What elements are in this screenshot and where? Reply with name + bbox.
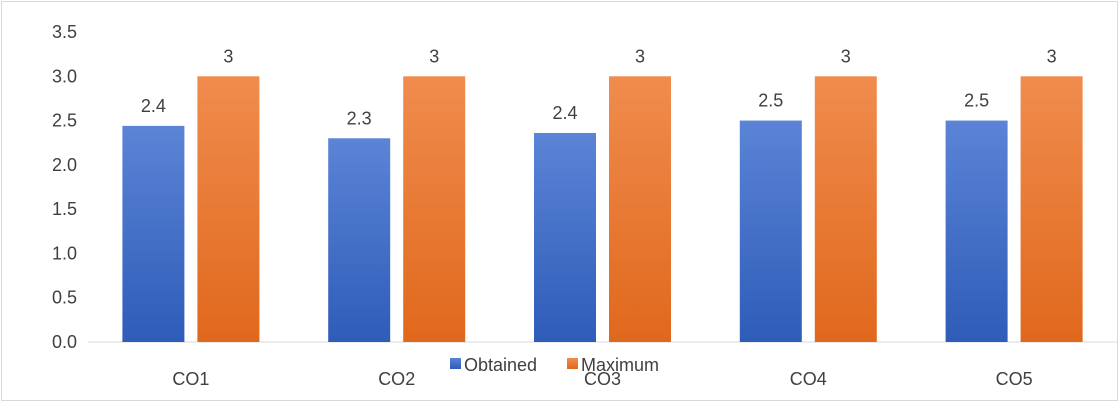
bar-maximum-co3: [609, 76, 671, 343]
bar-obtained-co5: [945, 120, 1008, 342]
data-label: 3: [635, 46, 645, 66]
x-axis: CO1 CO2 CO3 CO4 CO5: [88, 341, 1117, 389]
y-tick-label: 2.5: [52, 111, 77, 131]
y-tick-label: 3.5: [52, 22, 77, 42]
y-tick-label: 1.0: [52, 243, 77, 263]
y-tick-label: 3.0: [52, 66, 77, 86]
x-tick-label: CO4: [790, 369, 827, 389]
x-tick-label: CO1: [172, 369, 209, 389]
data-label: 2.4: [552, 103, 577, 123]
data-label: 2.4: [141, 96, 166, 116]
legend-label-obtained: Obtained: [464, 355, 537, 375]
bar-obtained-co1: [122, 125, 185, 342]
x-tick-label: CO3: [584, 369, 621, 389]
legend: Obtained Maximum: [450, 355, 659, 375]
y-tick-label: 1.5: [52, 199, 77, 219]
bar-obtained-co2: [328, 138, 391, 342]
data-label: 3: [223, 46, 233, 66]
y-tick-label: 2.0: [52, 155, 77, 175]
x-tick-label: CO2: [378, 369, 415, 389]
bar-maximum-co1: [197, 76, 260, 343]
legend-label-maximum: Maximum: [581, 355, 659, 375]
y-axis: 0.0 0.5 1.0 1.5 2.0 2.5 3.0 3.5: [52, 22, 77, 352]
data-label: 2.3: [347, 108, 372, 128]
bars: [122, 76, 1083, 343]
data-labels: 2.4 3 2.3 3 2.4 3 2.5 3 2.5 3: [141, 46, 1057, 128]
y-tick-label: 0.0: [52, 332, 77, 352]
data-label: 2.5: [758, 91, 783, 111]
x-tick-label: CO5: [996, 369, 1033, 389]
bar-obtained-co4: [739, 120, 802, 342]
data-label: 3: [1047, 46, 1057, 66]
data-label: 2.5: [964, 91, 989, 111]
data-label: 3: [841, 46, 851, 66]
legend-swatch-maximum: [567, 358, 578, 369]
legend-swatch-obtained: [450, 358, 461, 369]
bar-maximum-co4: [814, 76, 877, 343]
bar-maximum-co5: [1020, 76, 1083, 343]
bar-obtained-co3: [534, 132, 596, 342]
y-tick-label: 0.5: [52, 288, 77, 308]
bar-maximum-co2: [403, 76, 466, 343]
data-label: 3: [429, 46, 439, 66]
